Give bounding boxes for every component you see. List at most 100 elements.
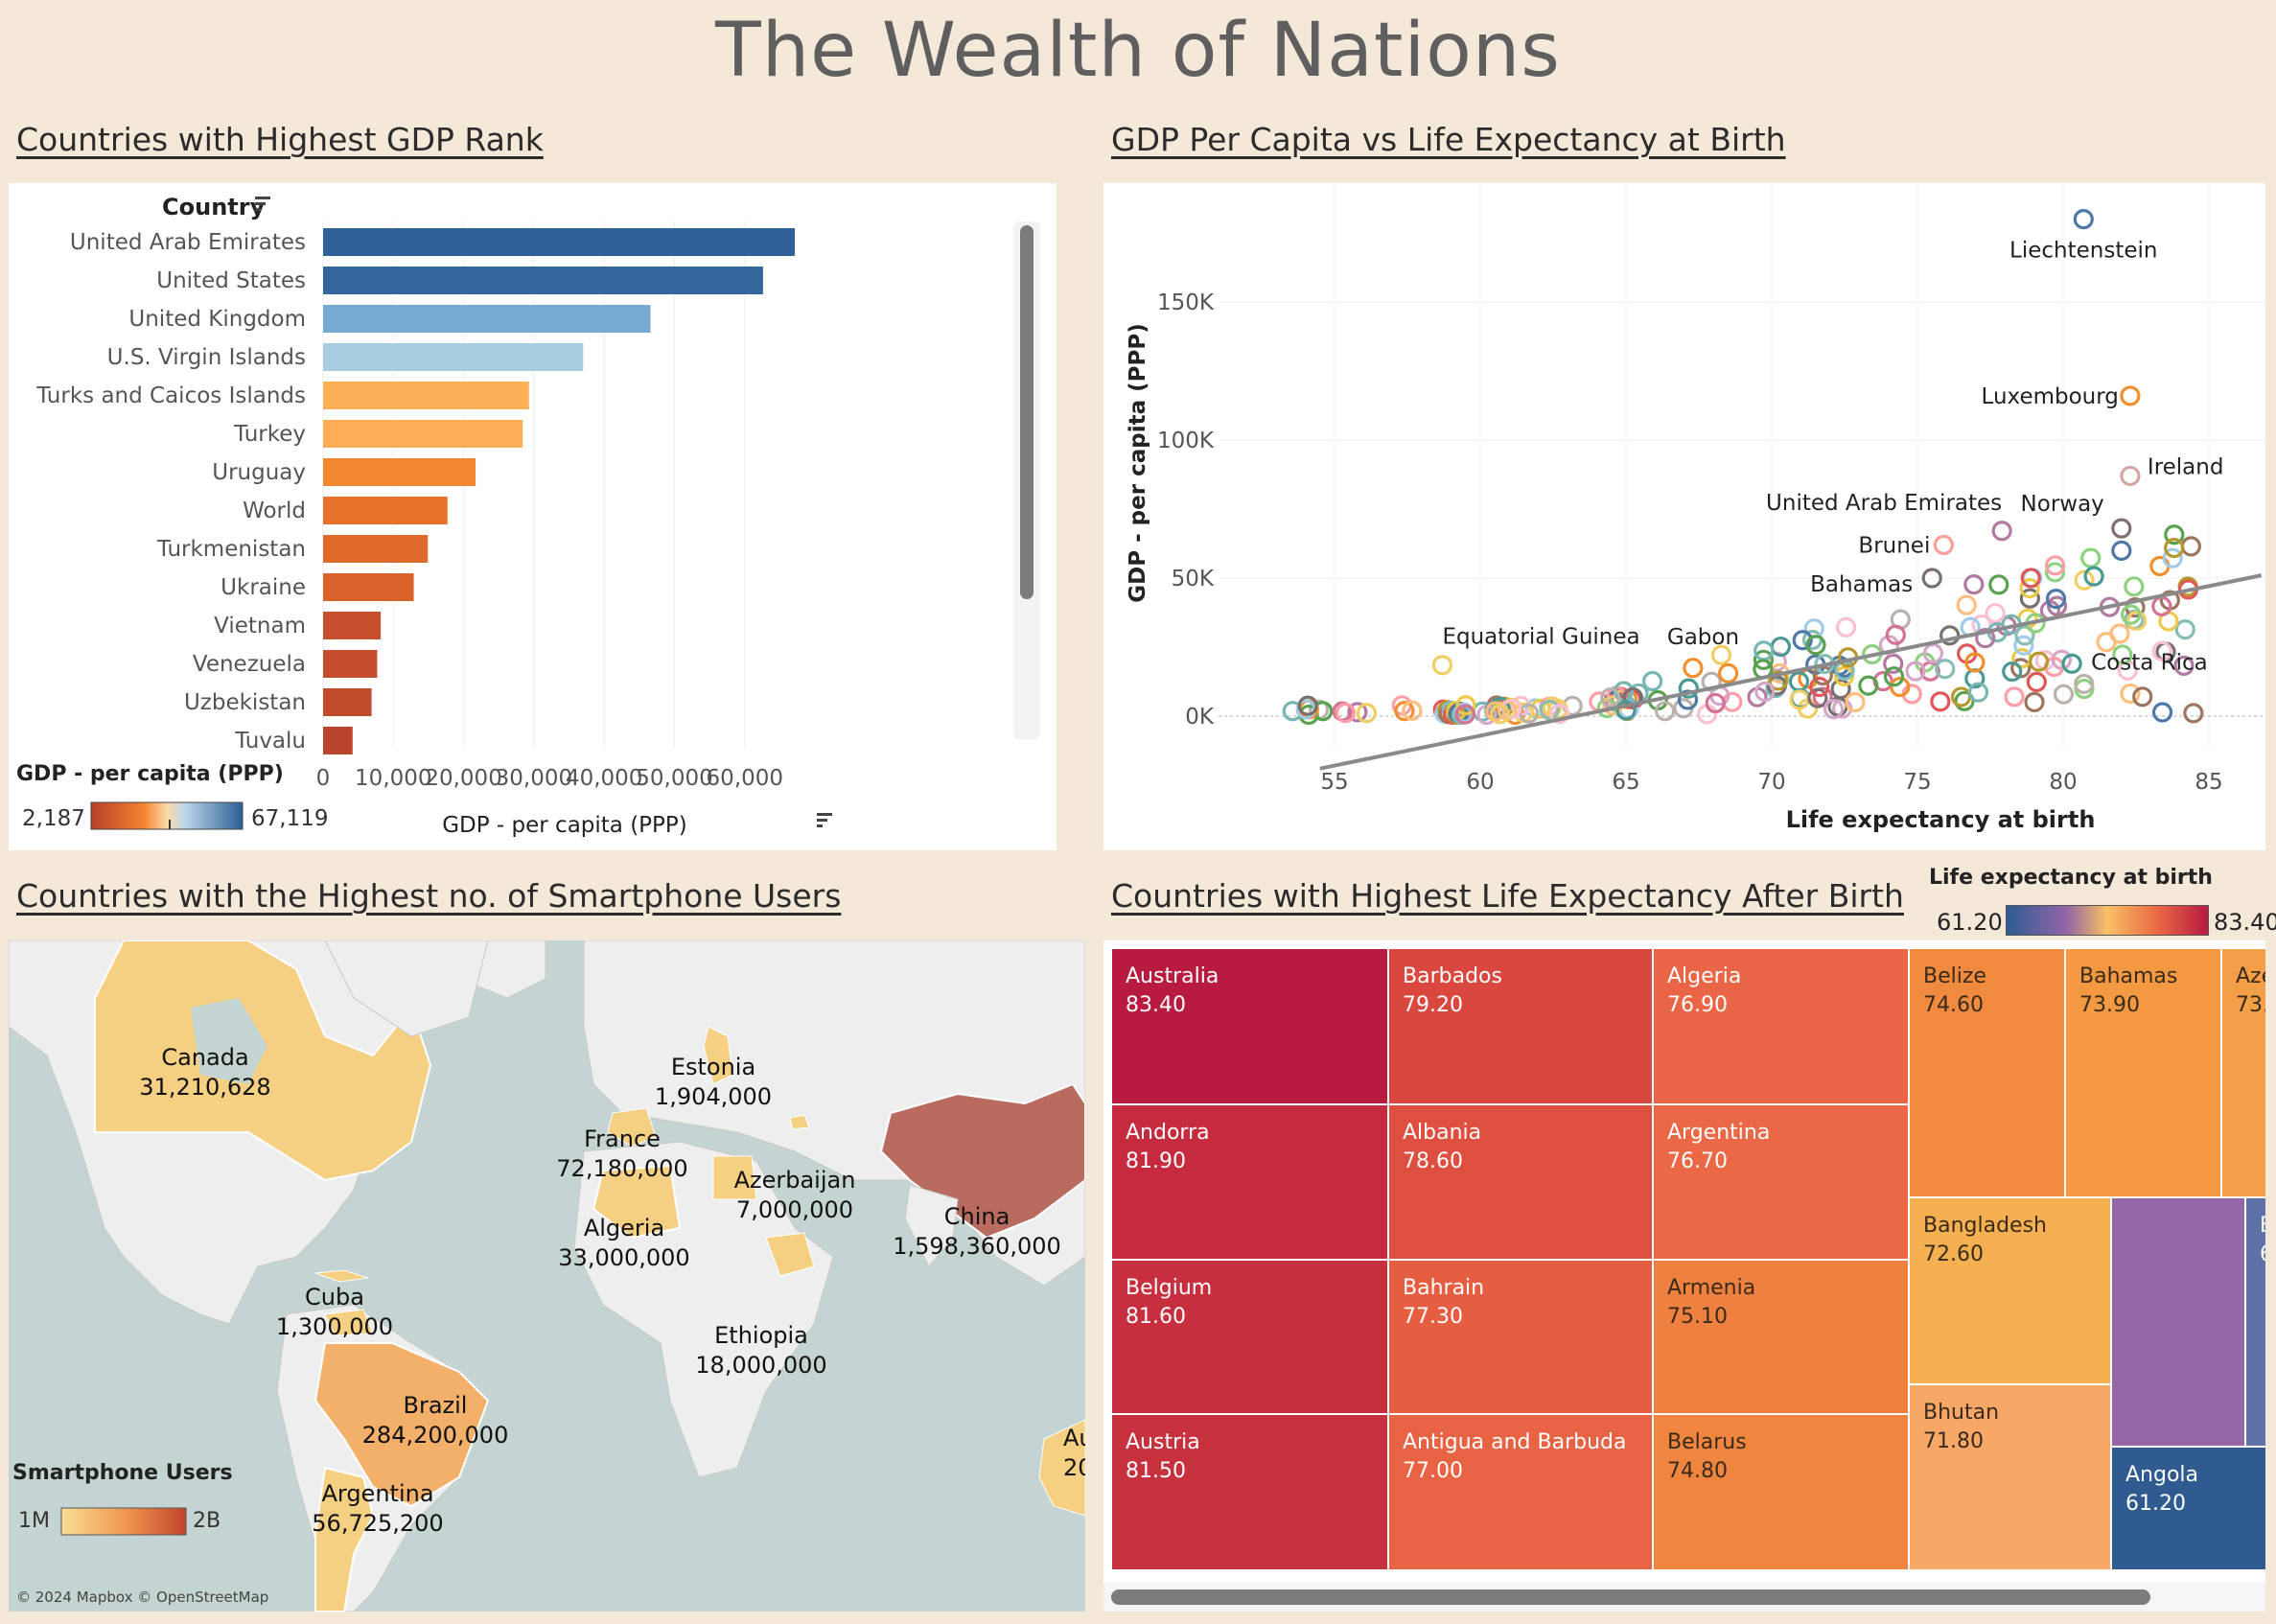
scatter-point[interactable] bbox=[2132, 686, 2153, 708]
bar-mark[interactable] bbox=[323, 727, 353, 754]
scatter-point[interactable] bbox=[1297, 695, 1318, 716]
scatter-point[interactable] bbox=[2121, 604, 2142, 625]
bar-mark[interactable] bbox=[323, 267, 763, 294]
scatter-point[interactable] bbox=[1823, 698, 1845, 720]
scatter-point[interactable] bbox=[1335, 703, 1356, 724]
treemap-cell[interactable]: Argentina 76.70 bbox=[1653, 1104, 1909, 1260]
scatter-point[interactable] bbox=[1883, 653, 1904, 674]
scatter-point[interactable] bbox=[1835, 616, 1857, 638]
scatter-point[interactable] bbox=[1950, 686, 1972, 708]
scatter-labeled-point[interactable] bbox=[2120, 465, 2141, 487]
scatter-point[interactable] bbox=[2083, 566, 2104, 587]
scatter-point[interactable] bbox=[1930, 691, 1951, 712]
scatter-point[interactable] bbox=[1754, 681, 1776, 703]
bar-mark[interactable] bbox=[323, 382, 529, 409]
scatter-point[interactable] bbox=[1975, 628, 1996, 649]
canada-shape[interactable] bbox=[94, 940, 432, 1182]
map-panel[interactable]: © 2024 Mapbox © OpenStreetMap Canada 31,2… bbox=[9, 940, 1085, 1612]
ethiopia-shape[interactable] bbox=[765, 1232, 815, 1277]
scatter-labeled-point[interactable] bbox=[2073, 208, 2094, 230]
scatter-point[interactable] bbox=[1402, 700, 1423, 721]
scatter-point[interactable] bbox=[1878, 635, 1900, 656]
scatter-point[interactable] bbox=[2149, 555, 2171, 577]
venezuela-shape[interactable] bbox=[324, 1309, 374, 1336]
treemap-cell[interactable]: Albania 78.60 bbox=[1388, 1104, 1653, 1260]
brazil-shape[interactable] bbox=[314, 1342, 490, 1508]
scatter-point[interactable] bbox=[2180, 536, 2201, 557]
scatter-point[interactable] bbox=[1549, 704, 1570, 725]
treemap-cell[interactable]: Algeria 76.90 bbox=[1653, 948, 1909, 1104]
algeria-shape[interactable] bbox=[592, 1164, 682, 1240]
scatter-point[interactable] bbox=[1809, 676, 1830, 698]
australia-shape[interactable] bbox=[1038, 1419, 1085, 1517]
bar-mark[interactable] bbox=[323, 650, 378, 678]
bar-mark[interactable] bbox=[323, 343, 584, 371]
treemap-cell[interactable]: Austria 81.50 bbox=[1111, 1414, 1388, 1570]
scatter-point[interactable] bbox=[1678, 678, 1699, 699]
scatter-point[interactable] bbox=[1454, 704, 1475, 725]
treemap-cell[interactable]: B6 bbox=[2245, 1197, 2265, 1447]
cuba-shape[interactable] bbox=[314, 1269, 369, 1283]
scatter-point[interactable] bbox=[2164, 524, 2185, 545]
bar-mark[interactable] bbox=[323, 420, 523, 448]
treemap-cell[interactable]: Belgium 81.60 bbox=[1111, 1260, 1388, 1414]
scatter-point[interactable] bbox=[2080, 547, 2102, 568]
scatter-labeled-point[interactable] bbox=[1921, 568, 1942, 589]
treemap-cell[interactable]: Bhutan 71.80 bbox=[1909, 1384, 2111, 1570]
scatter-point[interactable] bbox=[1394, 701, 1415, 722]
scatter-point[interactable] bbox=[1753, 649, 1775, 670]
bar-scroll-thumb[interactable] bbox=[1020, 225, 1033, 599]
scatter-point[interactable] bbox=[2151, 702, 2173, 723]
scatter-point[interactable] bbox=[2029, 651, 2050, 672]
scatter-point[interactable] bbox=[2019, 577, 2040, 599]
treemap-cell[interactable]: Bangladesh 72.60 bbox=[1909, 1197, 2111, 1384]
scatter-point[interactable] bbox=[1710, 644, 1732, 665]
scatter-point[interactable] bbox=[2014, 625, 2035, 646]
bar-mark[interactable] bbox=[323, 535, 429, 563]
scatter-point[interactable] bbox=[1830, 679, 1851, 700]
bar-mark[interactable] bbox=[323, 458, 476, 486]
scatter-point[interactable] bbox=[1963, 574, 1985, 595]
bar-mark[interactable] bbox=[323, 612, 382, 639]
scatter-point[interactable] bbox=[1935, 659, 1956, 680]
scatter-point[interactable] bbox=[1905, 661, 1926, 682]
scatter-point[interactable] bbox=[2013, 635, 2034, 656]
scatter-point[interactable] bbox=[1858, 675, 1879, 696]
bar-mark[interactable] bbox=[323, 228, 795, 256]
scatter-point[interactable] bbox=[1964, 652, 1986, 673]
smartphone-map[interactable]: © 2024 Mapbox © OpenStreetMap Canada 31,2… bbox=[9, 940, 1085, 1612]
scatter-point[interactable] bbox=[2164, 537, 2185, 559]
bar-mark[interactable] bbox=[323, 497, 448, 524]
scatter-point[interactable] bbox=[1539, 699, 1560, 721]
treemap-cell-unlabeled[interactable] bbox=[2111, 1197, 2245, 1447]
treemap-cell[interactable]: Antigua and Barbuda 77.00 bbox=[1388, 1414, 1653, 1570]
scatter-point[interactable] bbox=[1600, 686, 1621, 708]
bar-mark[interactable] bbox=[323, 688, 372, 716]
scatter-point[interactable] bbox=[2019, 588, 2040, 609]
scatter-point[interactable] bbox=[2074, 569, 2095, 591]
treemap-cell[interactable]: Belarus 74.80 bbox=[1653, 1414, 1909, 1570]
scatter-point[interactable] bbox=[1939, 625, 1961, 646]
scatter-point[interactable] bbox=[2004, 686, 2025, 708]
scatter-labeled-point[interactable] bbox=[2111, 518, 2132, 539]
scatter-point[interactable] bbox=[2026, 671, 2047, 692]
estonia-finland-shape[interactable] bbox=[703, 1026, 733, 1085]
scatter-point[interactable] bbox=[1805, 635, 1826, 656]
scatter-point[interactable] bbox=[1615, 700, 1637, 721]
scatter-point[interactable] bbox=[2074, 673, 2095, 695]
scatter-point[interactable] bbox=[2045, 589, 2067, 610]
scatter-point[interactable] bbox=[1489, 704, 1511, 725]
scatter-point[interactable] bbox=[1701, 671, 1722, 692]
egypt-shape[interactable] bbox=[712, 1155, 757, 1200]
scatter-point[interactable] bbox=[1890, 676, 1911, 698]
scatter-point[interactable] bbox=[1655, 701, 1676, 722]
france-shape[interactable] bbox=[607, 1107, 657, 1148]
scatter-point[interactable] bbox=[2183, 703, 2204, 724]
scatter-point[interactable] bbox=[1807, 687, 1828, 708]
azerbaijan-shape[interactable] bbox=[789, 1114, 810, 1130]
treemap-cell[interactable]: Aze 73. bbox=[2221, 948, 2265, 1197]
scatter-point[interactable] bbox=[1792, 630, 1813, 651]
scatter-point[interactable] bbox=[2125, 610, 2148, 632]
scatter-point[interactable] bbox=[1922, 642, 1944, 664]
scatter-point[interactable] bbox=[1455, 695, 1476, 716]
